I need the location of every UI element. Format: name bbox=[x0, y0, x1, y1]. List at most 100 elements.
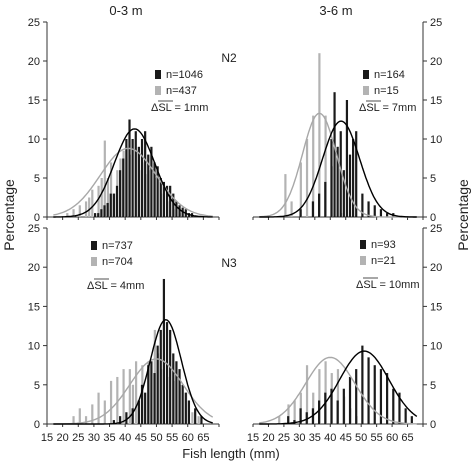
legend-swatch-dark bbox=[360, 240, 366, 249]
legend-swatch-light bbox=[360, 256, 366, 265]
bar-light bbox=[312, 115, 315, 217]
bar-dark bbox=[330, 139, 333, 217]
x-tick-label: 25 bbox=[278, 432, 290, 444]
y-tick-label: 10 bbox=[430, 341, 442, 353]
x-tick-label: 55 bbox=[166, 432, 178, 444]
bar-light bbox=[88, 197, 91, 217]
bar-dark bbox=[324, 181, 327, 217]
bar-light bbox=[122, 369, 125, 424]
bar-dark bbox=[175, 201, 178, 217]
y-tick-label: 5 bbox=[34, 173, 40, 185]
bar-dark bbox=[131, 408, 134, 424]
panel-1: 0 5 10 15 20 25 n=164 n=15 ΔSL = 7mm bbox=[252, 17, 442, 224]
bar-dark bbox=[392, 388, 395, 424]
bar-dark bbox=[150, 361, 153, 424]
y-tick-label: 20 bbox=[28, 56, 40, 68]
y-tick-label: 25 bbox=[430, 223, 442, 235]
fit-curve-light bbox=[53, 147, 213, 217]
bar-dark bbox=[318, 193, 321, 217]
bar-dark bbox=[97, 213, 100, 217]
bar-dark bbox=[165, 185, 169, 217]
bar-dark bbox=[94, 213, 97, 217]
bar-dark bbox=[103, 205, 106, 217]
bar-dark bbox=[169, 329, 172, 424]
bar-light bbox=[318, 53, 321, 218]
bar-light bbox=[100, 178, 103, 217]
legend-delta-sl: ΔSL = 10mm bbox=[356, 279, 420, 291]
y-tick-label: 25 bbox=[28, 17, 40, 29]
y-tick-label: 15 bbox=[28, 301, 40, 313]
legend-label: n=93 bbox=[371, 239, 396, 251]
bar-dark bbox=[345, 100, 349, 217]
bar-light bbox=[293, 400, 296, 424]
bar-dark bbox=[299, 408, 302, 424]
bar-dark bbox=[194, 408, 197, 424]
column-title-right: 3-6 m bbox=[319, 3, 352, 18]
x-tick-label: 40 bbox=[119, 432, 131, 444]
x-tick-label: 30 bbox=[293, 432, 305, 444]
bar-light bbox=[318, 369, 321, 424]
x-tick-label: 60 bbox=[386, 432, 398, 444]
bar-dark bbox=[348, 376, 352, 424]
legend-swatch-dark bbox=[155, 70, 161, 79]
bar-light bbox=[72, 209, 75, 217]
y-tick-label: 5 bbox=[430, 173, 436, 185]
fit-curve-dark bbox=[259, 120, 417, 218]
bar-dark bbox=[352, 139, 355, 217]
bar-dark bbox=[175, 361, 178, 424]
y-tick-label: 0 bbox=[430, 212, 436, 224]
legend-swatch-dark bbox=[363, 70, 369, 79]
y-tick-label: 25 bbox=[430, 17, 442, 29]
bar-dark bbox=[355, 369, 358, 424]
bar-dark bbox=[125, 412, 128, 424]
bar-dark bbox=[386, 213, 389, 217]
x-tick-label: 20 bbox=[57, 432, 69, 444]
bar-dark bbox=[361, 345, 364, 424]
x-tick-label: 65 bbox=[401, 432, 413, 444]
bar-dark bbox=[299, 209, 302, 217]
x-tick-label: 45 bbox=[340, 432, 352, 444]
bar-dark bbox=[140, 384, 144, 424]
bar-dark bbox=[119, 170, 122, 217]
bar-dark bbox=[386, 373, 389, 424]
y-tick-label: 15 bbox=[430, 95, 442, 107]
x-tick-label: 55 bbox=[371, 432, 383, 444]
bar-dark bbox=[137, 146, 140, 217]
bar-light bbox=[134, 361, 138, 424]
bar-dark bbox=[373, 365, 376, 424]
bar-light bbox=[131, 384, 135, 424]
x-tick-label: 45 bbox=[135, 432, 147, 444]
bar-dark bbox=[187, 400, 191, 424]
bar-dark bbox=[147, 154, 150, 217]
bar-dark bbox=[140, 139, 144, 217]
bar-light bbox=[290, 201, 293, 217]
bar-dark bbox=[342, 388, 345, 424]
x-tick-label: 65 bbox=[197, 432, 209, 444]
y-tick-label: 10 bbox=[28, 341, 40, 353]
bar-dark bbox=[137, 400, 140, 424]
row-title-bottom: N3 bbox=[221, 256, 237, 270]
bar-light bbox=[284, 174, 287, 217]
bar-dark bbox=[318, 400, 321, 424]
bar-dark bbox=[159, 329, 162, 424]
bar-dark bbox=[112, 193, 115, 217]
bar-dark bbox=[330, 388, 333, 424]
bar-light bbox=[78, 408, 81, 424]
bar-dark bbox=[355, 131, 358, 217]
bar-dark bbox=[287, 416, 290, 424]
y-tick-label: 5 bbox=[430, 380, 436, 392]
fit-curve-light bbox=[259, 112, 417, 218]
bar-dark bbox=[410, 416, 413, 424]
y-tick-label: 20 bbox=[430, 262, 442, 274]
legend-label: n=437 bbox=[166, 85, 197, 97]
bar-dark bbox=[115, 185, 119, 217]
y-tick-label: 0 bbox=[34, 419, 40, 431]
bar-light bbox=[128, 369, 131, 424]
bar-dark bbox=[379, 209, 383, 217]
y-axis-label-left: Percentage bbox=[1, 179, 17, 251]
bar-dark bbox=[336, 146, 339, 217]
bar-dark bbox=[122, 158, 125, 217]
bar-dark bbox=[165, 322, 169, 424]
bar-dark bbox=[109, 193, 112, 217]
